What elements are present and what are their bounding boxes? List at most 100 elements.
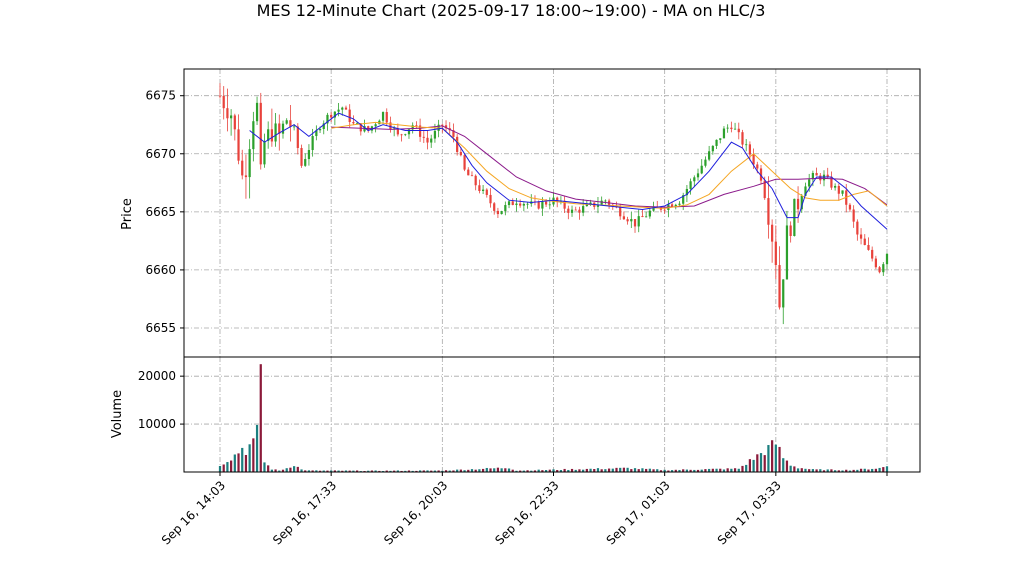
volume-bar — [426, 470, 429, 472]
volume-bar — [337, 470, 340, 472]
candle-body — [311, 136, 314, 151]
volume-bar — [330, 470, 333, 472]
volume-bar — [233, 454, 236, 472]
candle-body — [737, 128, 740, 133]
volume-bar — [252, 438, 255, 472]
candle-body — [767, 198, 770, 225]
volume-bar — [871, 468, 874, 472]
candle-body — [430, 138, 433, 143]
volume-bar — [719, 468, 722, 472]
volume-bar — [244, 454, 248, 472]
candle-body — [452, 130, 455, 137]
candle-body — [704, 159, 707, 166]
volume-bar — [737, 468, 740, 472]
candle-body — [800, 195, 803, 210]
candle-body — [470, 175, 474, 177]
candle-body — [411, 125, 414, 130]
candle-body — [304, 159, 307, 166]
candle-body — [333, 111, 336, 118]
volume-bar — [789, 465, 792, 472]
x-tick-label: Sep 17, 03:33 — [715, 478, 784, 547]
volume-bar — [396, 470, 399, 472]
candle-body — [444, 125, 448, 129]
volume-bar — [663, 469, 666, 472]
volume-bar — [456, 469, 459, 472]
volume-bar — [374, 470, 377, 472]
volume-bar — [441, 470, 444, 472]
volume-bar — [585, 468, 588, 472]
volume-bar — [326, 470, 329, 472]
candle-body — [830, 176, 833, 188]
candle-body — [633, 219, 637, 227]
volume-bar — [782, 458, 785, 472]
volume-bar — [630, 469, 633, 472]
volume-bar — [771, 440, 774, 472]
volume-bar — [778, 446, 781, 472]
volume-bar — [678, 469, 681, 472]
candle-body — [481, 189, 485, 192]
candle-body — [645, 216, 648, 218]
volume-bar — [500, 468, 503, 472]
volume-panel: 10000 20000 Volume — [110, 356, 921, 473]
candle-body — [496, 210, 500, 215]
volume-bar — [226, 462, 229, 472]
price-grid — [184, 69, 920, 357]
candle-body — [711, 145, 714, 152]
volume-bar — [481, 468, 485, 472]
candle-body — [326, 114, 329, 124]
volume-bar — [237, 453, 240, 472]
volume-bar — [693, 469, 696, 472]
candle-body — [352, 122, 355, 124]
candle-body — [404, 134, 407, 136]
volume-bar — [611, 468, 614, 472]
volume-bar — [393, 470, 396, 472]
volume-bar — [352, 470, 355, 472]
candle-body — [867, 245, 870, 250]
candle-body — [700, 165, 703, 174]
candle-body — [626, 219, 629, 222]
candle-body — [670, 204, 674, 207]
volume-y-tick-label: 10000 — [138, 417, 176, 431]
candle-body — [330, 114, 333, 118]
volume-bar — [300, 469, 303, 472]
candle-body — [811, 172, 815, 180]
volume-bar — [582, 469, 585, 472]
volume-bar — [281, 469, 285, 472]
candle-body — [556, 197, 559, 202]
volume-bar — [415, 470, 418, 472]
candle-body — [474, 175, 477, 186]
x-tick-label: Sep 16, 22:33 — [492, 478, 561, 547]
candle-body — [274, 123, 277, 142]
volume-bar — [285, 468, 288, 472]
price-y-tick-label: 6675 — [145, 89, 176, 103]
volume-bar — [696, 469, 700, 472]
volume-bar — [289, 467, 292, 472]
candle-body — [730, 127, 733, 130]
candle-body — [218, 95, 222, 97]
volume-bar — [496, 467, 500, 472]
volume-bar — [711, 468, 714, 472]
candle-body — [719, 138, 722, 140]
price-panel-frame — [183, 68, 921, 358]
volume-bar — [556, 470, 559, 472]
volume-bar — [578, 469, 581, 472]
candle-body — [693, 177, 696, 182]
candle-body — [418, 125, 422, 137]
volume-bar — [255, 424, 259, 472]
volume-bar — [489, 468, 492, 472]
volume-bar — [270, 469, 273, 472]
candle-body — [622, 216, 626, 220]
candle-body — [630, 219, 633, 222]
candle-body — [771, 224, 774, 242]
candle-body — [678, 203, 681, 205]
candle-body — [433, 130, 437, 139]
volume-bar — [730, 468, 733, 472]
volume-bar — [800, 468, 803, 472]
candle-body — [874, 258, 877, 268]
volume-bar — [774, 444, 777, 472]
volume-bar — [793, 466, 796, 472]
volume-bar — [645, 468, 648, 472]
volume-bar — [700, 469, 703, 472]
x-tick-label: Sep 16, 17:33 — [270, 478, 339, 547]
